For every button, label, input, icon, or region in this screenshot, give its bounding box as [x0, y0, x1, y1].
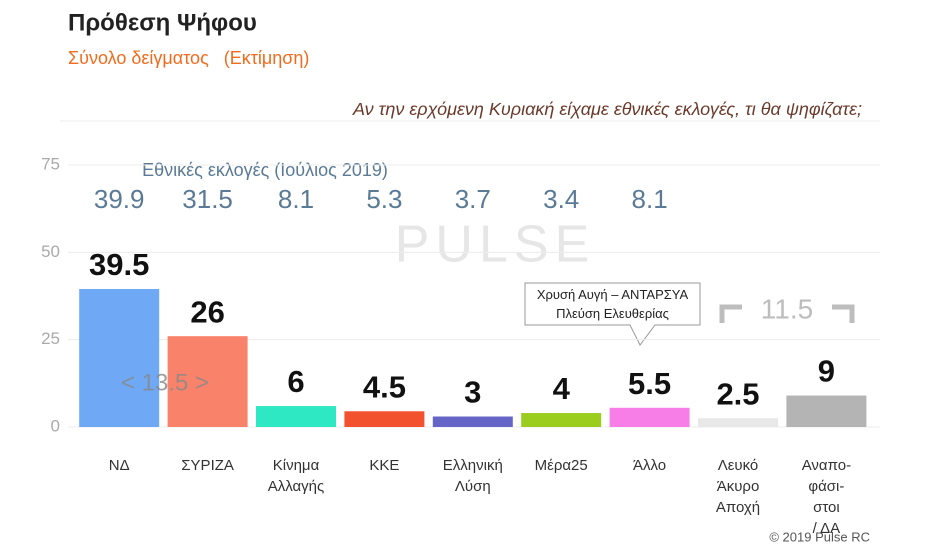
bar — [167, 336, 248, 427]
previous-value: 5.3 — [366, 184, 402, 214]
callout-box — [524, 282, 701, 346]
x-tick-label: ΚΚΕ — [369, 457, 400, 474]
value-label: 6 — [287, 364, 304, 399]
value-label: 39.5 — [89, 247, 149, 282]
gap-annotation: < 13.5 > — [121, 369, 209, 396]
previous-value: 39.9 — [94, 184, 145, 214]
x-tick-label: Άλλο — [633, 457, 667, 474]
previous-value: 31.5 — [182, 184, 233, 214]
y-tick-label: 75 — [41, 154, 60, 173]
watermark: PULSE — [395, 216, 596, 274]
value-label: 3 — [464, 375, 481, 410]
sum-annotation: 11.5 — [761, 293, 813, 324]
value-label: 9 — [818, 354, 835, 389]
question: Αν την ερχόμενη Κυριακή είχαμε εθνικές ε… — [352, 99, 862, 119]
bar — [786, 395, 867, 427]
previous-value: 8.1 — [632, 184, 668, 214]
y-tick-label: 50 — [41, 242, 60, 261]
bar — [256, 406, 336, 427]
bar — [698, 418, 778, 427]
y-tick-label: 25 — [41, 329, 60, 348]
previous-value: 3.7 — [455, 184, 491, 214]
previous-value: 3.4 — [543, 184, 579, 214]
bracket — [719, 304, 855, 323]
subtitle: Σύνολο δείγματος (Εκτίμηση) — [68, 48, 309, 68]
bar — [432, 416, 513, 427]
callout-text: Χρυσή Αυγή – ΑΝΤΑΡΣΥΑ Πλεύση Ελευθερίας — [536, 287, 689, 321]
value-label: 4.5 — [363, 369, 406, 404]
bar — [521, 413, 602, 427]
value-label: 5.5 — [628, 366, 671, 401]
x-tick-label: Λευκό Άκυρο Αποχή — [715, 457, 761, 516]
y-tick-label: 0 — [51, 416, 60, 435]
x-tick-label: Ελληνική Λύση — [442, 457, 503, 495]
x-tick-label: Αναπο- φάσι- στοι / ΔΑ — [801, 457, 852, 537]
value-label: 2.5 — [716, 376, 759, 411]
previous-value: 8.1 — [278, 184, 314, 214]
value-label: 26 — [190, 294, 224, 329]
chart-title: Πρόθεση Ψήφου — [68, 9, 257, 36]
x-tick-label: ΣΥΡΙΖΑ — [181, 457, 234, 474]
copyright: © 2019 Pulse RC — [769, 529, 870, 544]
bar — [609, 407, 690, 427]
x-tick-label: Μέρα25 — [534, 457, 588, 474]
x-tick-label: ΝΔ — [108, 457, 130, 474]
value-label: 4 — [553, 371, 571, 406]
previous-label: Εθνικές εκλογές (Ιούλιος 2019) — [142, 160, 388, 180]
x-tick-label: Κίνημα Αλλαγής — [267, 457, 325, 495]
bar — [344, 411, 425, 427]
bar — [79, 289, 160, 427]
